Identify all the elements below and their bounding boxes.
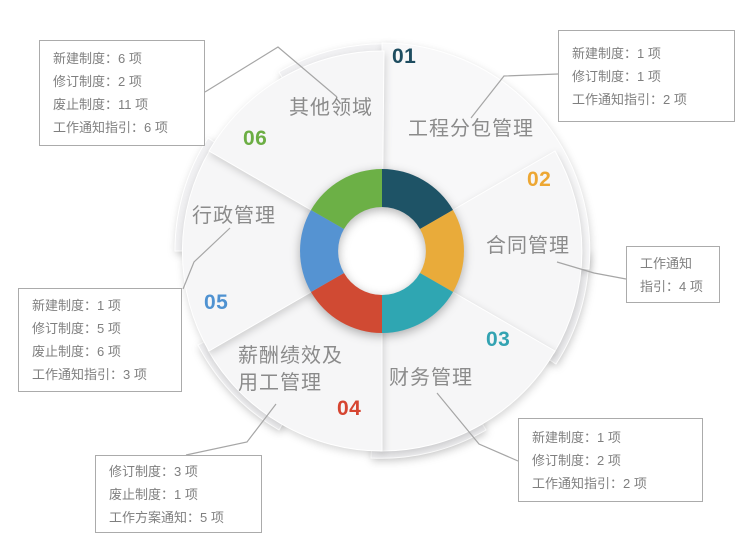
callout-line: 废止制度：1 项 — [109, 486, 198, 502]
connector-segment05 — [182, 227, 231, 290]
callout-line: 工作通知指引：6 项 — [53, 120, 168, 135]
segment-05-label: 行政管理 — [192, 205, 276, 227]
callout-line: 修订制度：1 项 — [572, 68, 661, 84]
callout-line: 工作通知指引：2 项 — [532, 475, 647, 491]
connector-segment04 — [185, 403, 277, 456]
donut-seg-02 — [420, 210, 464, 292]
callout-line: 新建制度：1 项 — [572, 45, 661, 61]
segment-04-number: 04 — [337, 397, 362, 420]
callout-line: 修订制度：2 项 — [532, 452, 621, 468]
callout-line: 废止制度：6 项 — [32, 344, 121, 359]
callout-line: 指引：4 项 — [640, 278, 703, 294]
callout-line: 工作通知 — [640, 255, 693, 271]
segment-03-number: 03 — [486, 328, 511, 351]
callout-segment04: 修订制度：3 项 废止制度：1 项 工作方案通知：5 项 — [95, 455, 262, 533]
callout-segment02: 工作通知 指引：4 项 — [626, 246, 720, 303]
callout-segment03: 新建制度：1 项 修订制度：2 项 工作通知指引：2 项 — [518, 418, 703, 502]
donut-seg-06 — [311, 169, 382, 229]
callout-line: 工作方案通知：5 项 — [109, 509, 224, 525]
callout-line: 工作通知指引：3 项 — [32, 367, 147, 382]
segment-02-number: 02 — [527, 168, 552, 191]
segment-06-label: 其他领域 — [289, 97, 373, 119]
segment-02-label: 合同管理 — [486, 235, 570, 257]
connector-lines — [182, 46, 627, 462]
callout-line: 新建制度：6 项 — [53, 51, 142, 66]
segment-03-label: 财务管理 — [389, 367, 473, 389]
petal-02 — [381, 150, 583, 354]
callout-line: 废止制度：11 项 — [53, 97, 149, 112]
donut-seg-03 — [382, 273, 453, 333]
donut-ring — [300, 169, 464, 333]
connector-segment02 — [556, 261, 627, 280]
donut-seg-04 — [311, 273, 382, 333]
segment-04-label-line1: 薪酬绩效及 — [238, 345, 343, 367]
connector-segment03 — [436, 392, 519, 462]
callout-line: 工作通知指引：2 项 — [572, 91, 687, 107]
callout-line: 新建制度：1 项 — [32, 298, 121, 313]
segment-01-label: 工程分包管理 — [408, 118, 534, 140]
callout-line: 修订制度：3 项 — [109, 463, 198, 479]
callout-line: 修订制度：5 项 — [32, 321, 121, 336]
connector-segment01 — [470, 73, 559, 119]
callout-line: 新建制度：1 项 — [532, 429, 621, 445]
petal-05 — [181, 149, 383, 352]
segment-04-label-line2: 用工管理 — [238, 372, 322, 394]
callout-segment06: 新建制度：6 项 修订制度：2 项 废止制度：11 项 工作通知指引：6 项 — [39, 40, 205, 146]
connector-segment06 — [204, 46, 338, 98]
donut-hole — [336, 205, 428, 297]
segment-01-number: 01 — [392, 45, 417, 68]
donut-seg-01 — [382, 169, 453, 229]
segment-06-number: 06 — [243, 127, 268, 150]
segment-05-number: 05 — [204, 291, 229, 314]
donut-seg-05 — [300, 210, 344, 292]
callout-segment01: 新建制度：1 项 修订制度：1 项 工作通知指引：2 项 — [558, 30, 735, 122]
callout-line: 修订制度：2 项 — [53, 74, 142, 89]
callout-segment05: 新建制度：1 项 修订制度：5 项 废止制度：6 项 工作通知指引：3 项 — [18, 288, 182, 392]
segment-04-label: 薪酬绩效及 用工管理 — [238, 343, 343, 397]
